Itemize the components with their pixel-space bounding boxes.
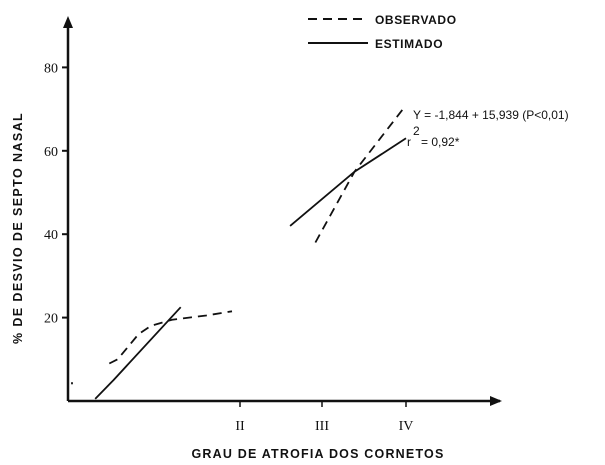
axes	[63, 16, 502, 406]
y-tick-label: 20	[44, 312, 58, 327]
y-axis-arrow	[63, 16, 73, 28]
y-tick-label: 60	[44, 145, 58, 160]
series-line-observado	[108, 310, 233, 365]
regression-equation: Y = -1,844 + 15,939 (P<0,01)	[413, 108, 569, 122]
y-tick-label: 80	[44, 61, 58, 76]
x-ticks: II III IV	[235, 401, 413, 434]
legend-label-observado: OBSERVADO	[375, 13, 457, 27]
r2-value: = 0,92*	[421, 135, 460, 149]
r2-superscript: 2	[413, 124, 420, 138]
series-line-estimado	[289, 137, 407, 227]
x-axis-arrow	[490, 396, 502, 406]
series-group	[71, 108, 407, 400]
r2-prefix: r	[407, 135, 411, 149]
series-line-estimado	[94, 306, 182, 400]
x-tick-label: II	[235, 419, 245, 434]
x-tick-label: IV	[399, 419, 414, 434]
x-axis-label: GRAU DE ATROFIA DOS CORNETOS	[191, 447, 444, 461]
series-line-observado	[314, 108, 404, 243]
y-tick-label: 40	[44, 228, 58, 243]
legend: OBSERVADO ESTIMADO	[308, 13, 457, 51]
x-tick-label: III	[315, 419, 329, 434]
legend-label-estimado: ESTIMADO	[375, 37, 443, 51]
y-ticks: 20 40 60 80	[44, 61, 68, 327]
y-axis-label: % DE DESVIO DE SEPTO NASAL	[11, 112, 25, 344]
